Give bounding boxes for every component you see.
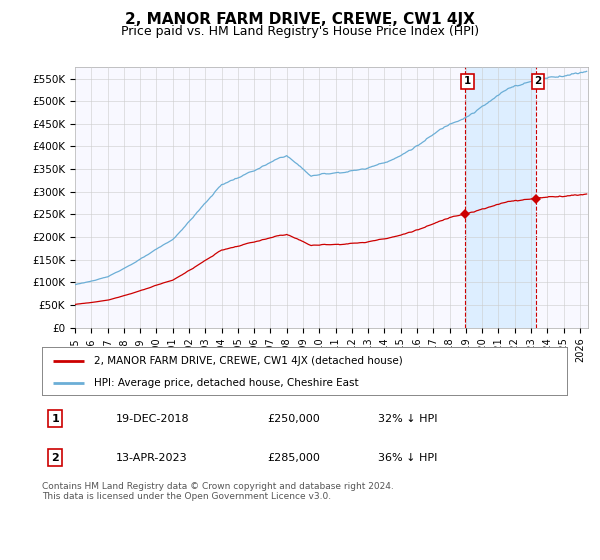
Text: 1: 1 bbox=[464, 76, 471, 86]
Bar bbox=[465, 67, 536, 328]
Text: 32% ↓ HPI: 32% ↓ HPI bbox=[378, 414, 437, 423]
Text: 1: 1 bbox=[51, 414, 59, 423]
Text: 2, MANOR FARM DRIVE, CREWE, CW1 4JX (detached house): 2, MANOR FARM DRIVE, CREWE, CW1 4JX (det… bbox=[95, 356, 403, 366]
Text: 2: 2 bbox=[51, 453, 59, 463]
Text: 2: 2 bbox=[535, 76, 542, 86]
Text: £250,000: £250,000 bbox=[268, 414, 320, 423]
Text: 2, MANOR FARM DRIVE, CREWE, CW1 4JX: 2, MANOR FARM DRIVE, CREWE, CW1 4JX bbox=[125, 12, 475, 27]
Text: Contains HM Land Registry data © Crown copyright and database right 2024.
This d: Contains HM Land Registry data © Crown c… bbox=[42, 482, 394, 501]
Text: 19-DEC-2018: 19-DEC-2018 bbox=[115, 414, 189, 423]
Text: 13-APR-2023: 13-APR-2023 bbox=[115, 453, 187, 463]
Text: HPI: Average price, detached house, Cheshire East: HPI: Average price, detached house, Ches… bbox=[95, 378, 359, 388]
Text: 36% ↓ HPI: 36% ↓ HPI bbox=[378, 453, 437, 463]
Text: £285,000: £285,000 bbox=[268, 453, 320, 463]
Text: Price paid vs. HM Land Registry's House Price Index (HPI): Price paid vs. HM Land Registry's House … bbox=[121, 25, 479, 39]
